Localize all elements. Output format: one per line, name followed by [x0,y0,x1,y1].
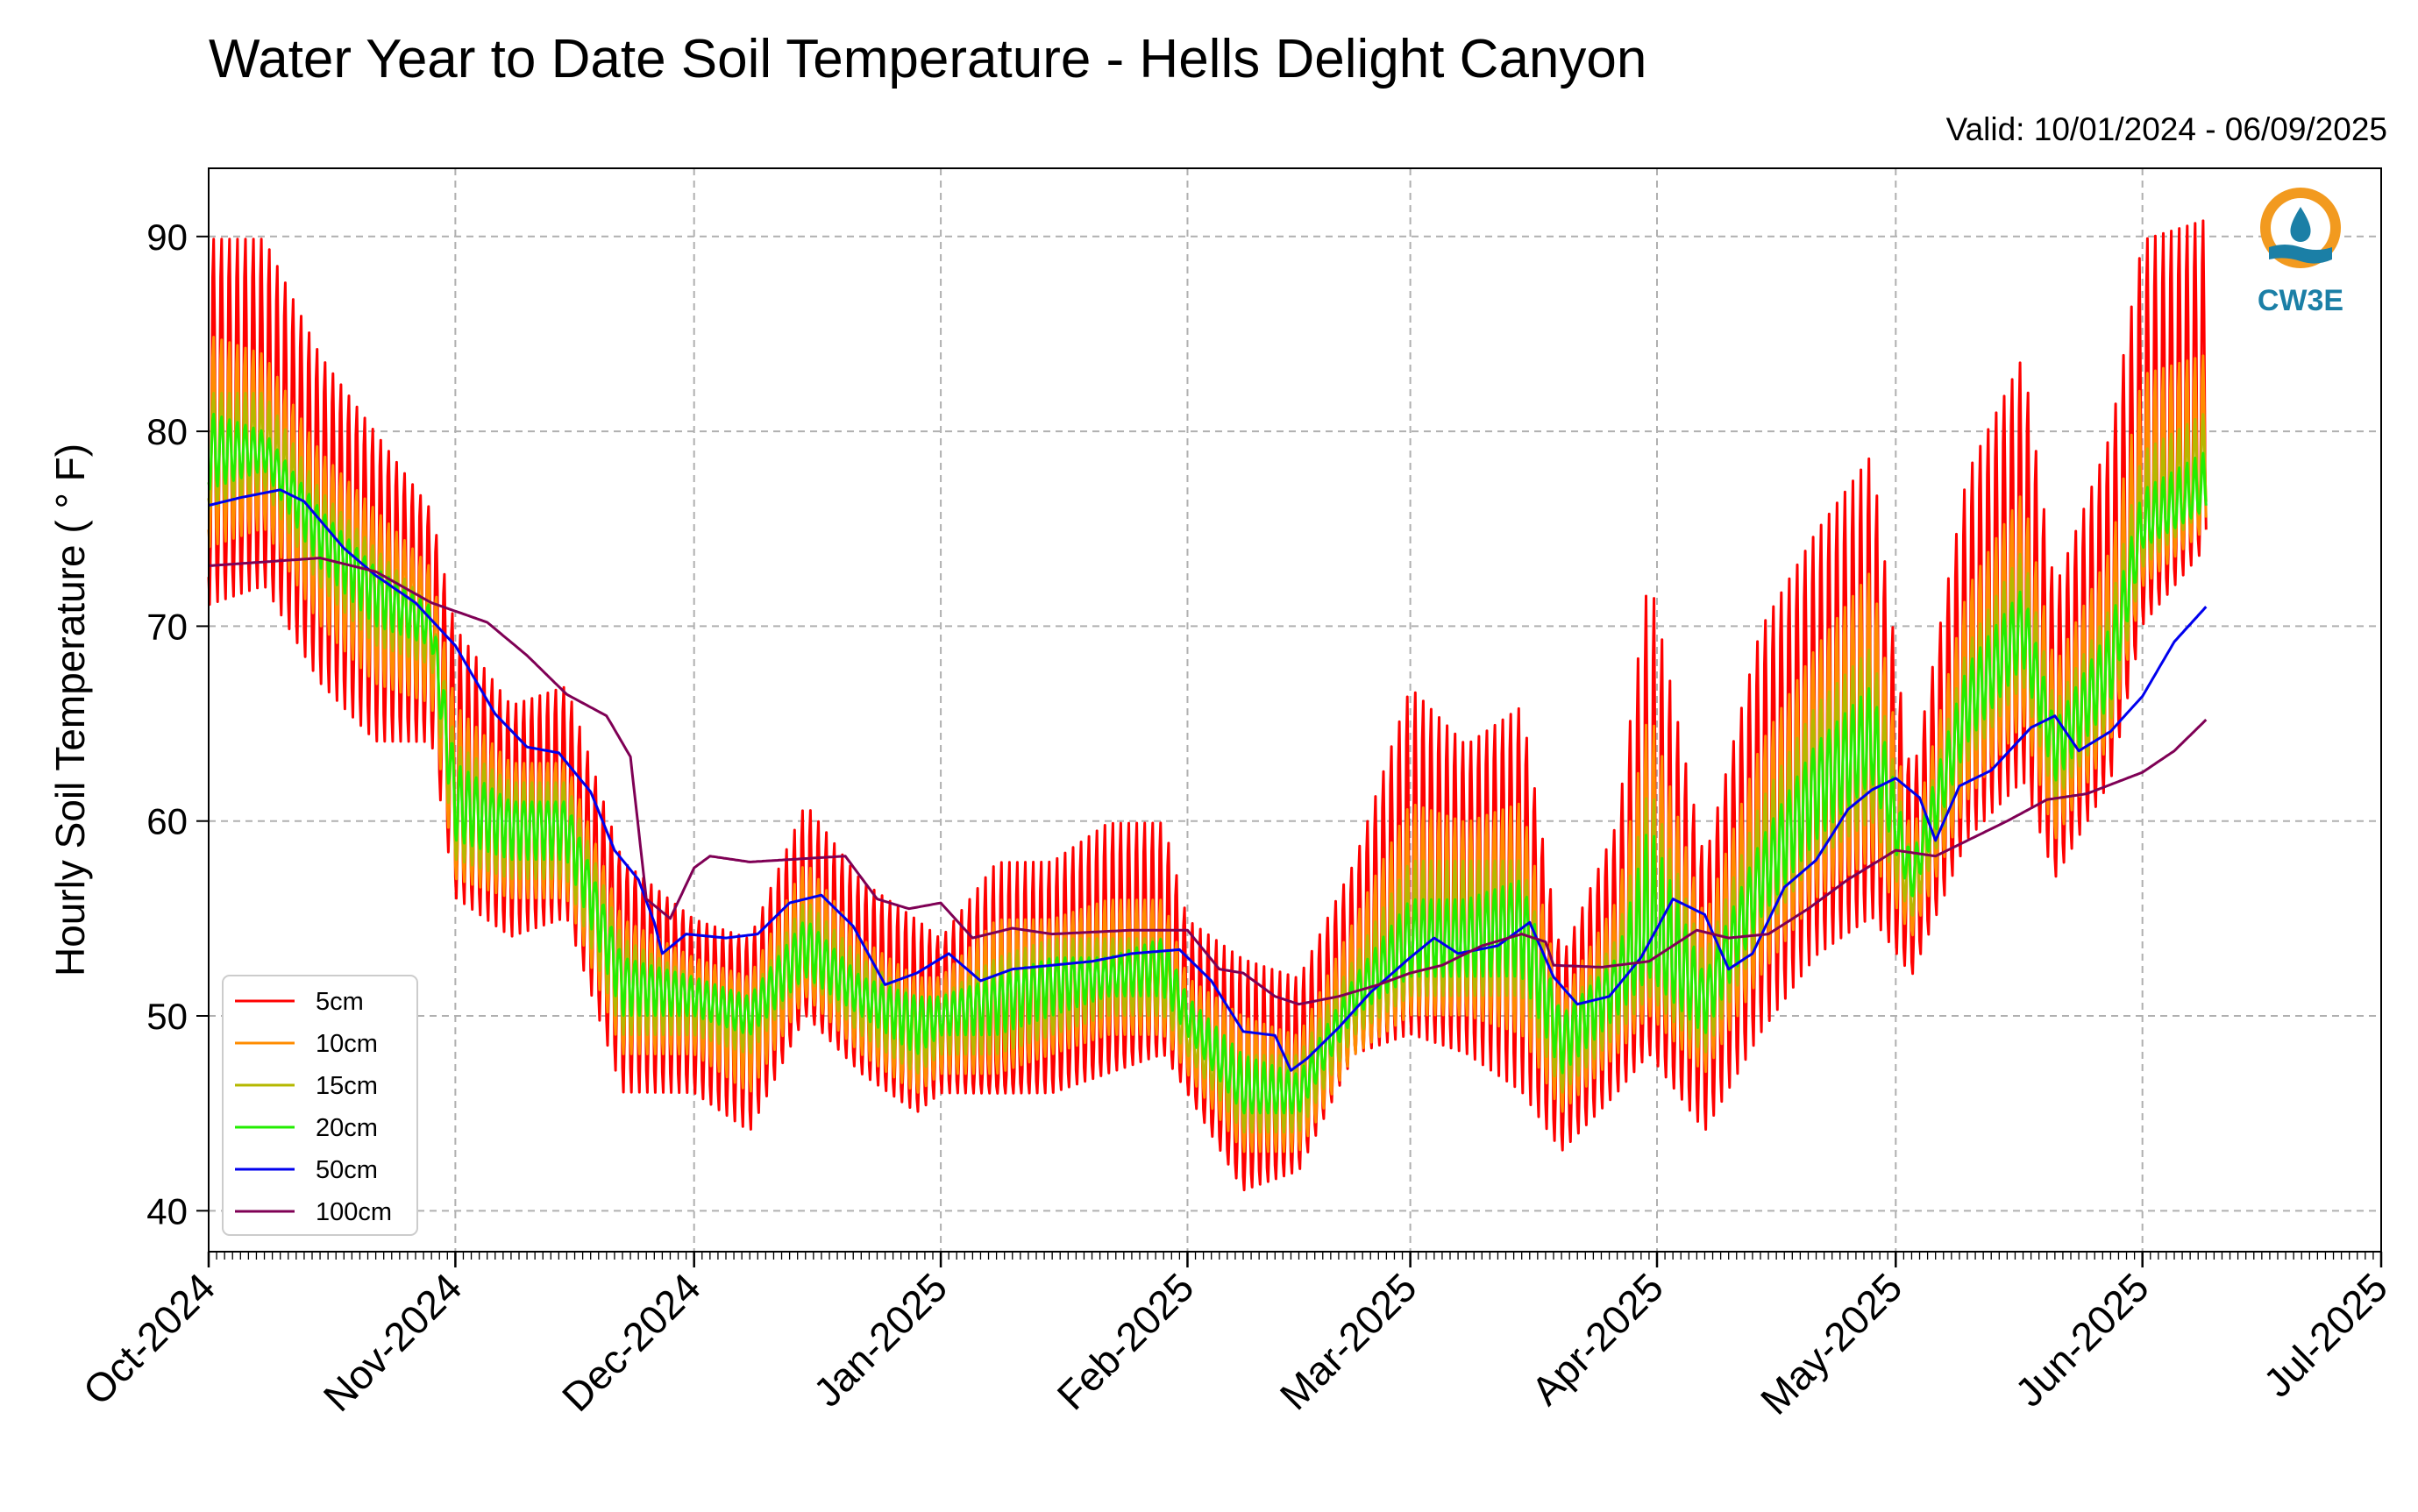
legend-label: 15cm [316,1072,378,1100]
y-tick-label: 50 [146,996,188,1037]
logo-text: CW3E [2258,284,2343,317]
x-tick-label: Jun-2025 [2006,1264,2157,1415]
x-tick-label: Mar-2025 [1271,1264,1426,1418]
legend-label: 20cm [316,1114,378,1142]
x-tick-label: Oct-2024 [75,1264,224,1414]
y-tick-label: 60 [146,801,188,842]
legend: 5cm 10cm 15cm 20cm 50cm 100cm [222,975,418,1236]
x-tick-label: Nov-2024 [315,1264,471,1420]
x-tick-label: Jan-2025 [805,1264,956,1415]
x-tick-label: Apr-2025 [1522,1264,1672,1414]
chart-title: Water Year to Date Soil Temperature - He… [209,29,1647,89]
cw3e-logo: CW3E [2258,188,2343,317]
legend-label: 100cm [316,1198,392,1226]
legend-label: 10cm [316,1030,378,1058]
y-tick-label: 90 [146,217,188,258]
legend-label: 50cm [316,1156,378,1184]
series-line-20cm [207,412,2208,1115]
x-tick-label: Jul-2025 [2255,1264,2397,1406]
x-tick-label: Feb-2025 [1049,1264,1203,1418]
series-line-50cm [208,488,2208,1072]
y-axis-label: Hourly Soil Temperature ( ° F) [47,444,93,976]
y-tick-label: 70 [146,606,188,647]
x-tick-label: May-2025 [1752,1264,1910,1423]
x-tick-label: Dec-2024 [553,1264,709,1420]
valid-date-range: Valid: 10/01/2024 - 06/09/2025 [1945,111,2387,147]
series-lines [207,219,2208,1192]
y-tick-label: 80 [146,411,188,452]
plot-frame [208,167,2382,1253]
legend-label: 5cm [316,988,364,1016]
y-tick-label: 40 [146,1190,188,1232]
series-line-100cm [208,557,2208,1006]
